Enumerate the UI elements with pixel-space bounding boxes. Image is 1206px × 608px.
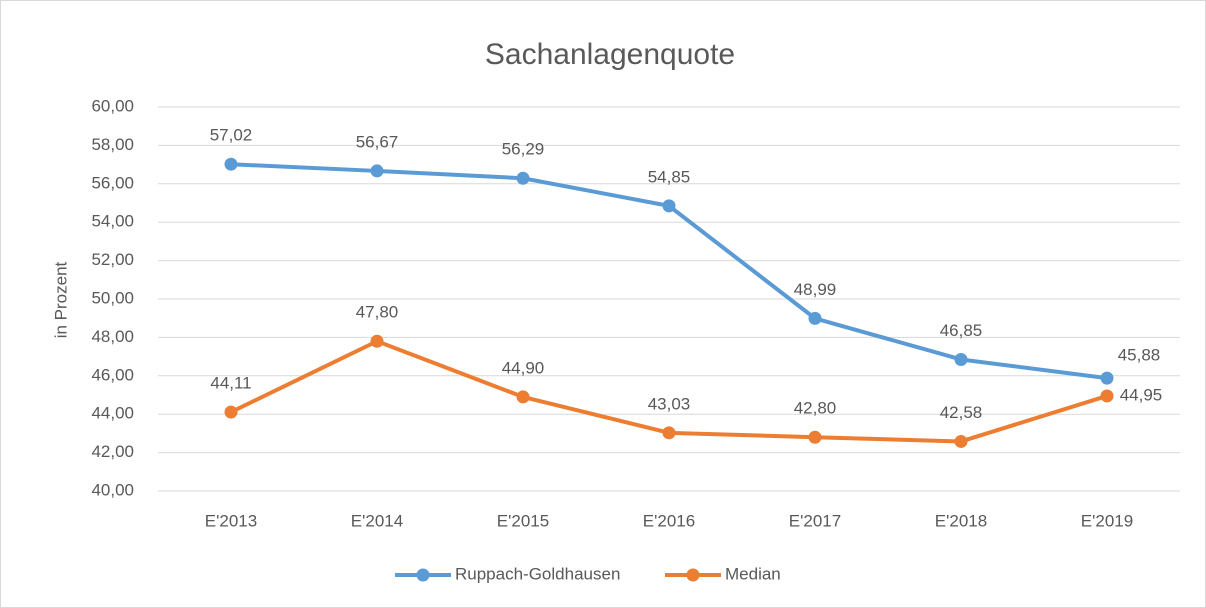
marker — [370, 164, 384, 178]
data-label: 44,11 — [210, 374, 251, 393]
data-label: 57,02 — [210, 126, 253, 145]
data-label: 45,88 — [1118, 346, 1161, 365]
y-tick-label: 42,00 — [91, 442, 134, 461]
data-label: 44,95 — [1120, 385, 1163, 404]
marker — [224, 157, 238, 171]
y-tick-label: 52,00 — [91, 250, 134, 269]
marker — [1100, 389, 1114, 403]
x-tick-label: E'2019 — [1081, 511, 1133, 530]
data-label: 54,85 — [648, 167, 691, 186]
y-tick-label: 48,00 — [91, 327, 134, 346]
data-label: 47,80 — [356, 303, 399, 322]
marker — [370, 334, 384, 348]
y-tick-label: 46,00 — [91, 365, 134, 384]
marker — [662, 426, 676, 440]
chart-title: Sachanlagenquote — [485, 38, 735, 71]
marker — [662, 199, 676, 213]
y-tick-label: 40,00 — [91, 480, 134, 499]
marker — [808, 430, 822, 444]
data-label: 42,80 — [794, 399, 837, 418]
data-label: 44,90 — [502, 358, 545, 377]
legend-label: Median — [725, 564, 781, 583]
marker — [224, 405, 238, 419]
y-tick-label: 58,00 — [91, 135, 134, 154]
y-tick-label: 50,00 — [91, 288, 134, 307]
data-label: 48,99 — [794, 280, 837, 299]
x-tick-label: E'2014 — [351, 511, 403, 530]
marker — [516, 171, 530, 185]
x-tick-label: E'2013 — [205, 511, 257, 530]
legend-label: Ruppach-Goldhausen — [455, 564, 620, 583]
x-tick-label: E'2018 — [935, 511, 987, 530]
x-tick-label: E'2017 — [789, 511, 841, 530]
y-tick-label: 60,00 — [91, 96, 134, 115]
x-tick-label: E'2015 — [497, 511, 549, 530]
data-label: 56,29 — [502, 140, 545, 159]
y-tick-label: 44,00 — [91, 404, 134, 423]
y-axis-label: in Prozent — [51, 261, 70, 338]
marker — [954, 434, 968, 448]
y-tick-label: 54,00 — [91, 212, 134, 231]
data-label: 56,67 — [356, 132, 399, 151]
x-tick-label: E'2016 — [643, 511, 695, 530]
data-label: 42,58 — [940, 403, 983, 422]
legend-marker — [686, 568, 700, 582]
data-label: 46,85 — [940, 321, 983, 340]
marker — [954, 352, 968, 366]
y-tick-label: 56,00 — [91, 173, 134, 192]
legend-marker — [416, 568, 430, 582]
marker — [1100, 371, 1114, 385]
data-label: 43,03 — [648, 394, 691, 413]
marker — [516, 390, 530, 404]
marker — [808, 311, 822, 325]
